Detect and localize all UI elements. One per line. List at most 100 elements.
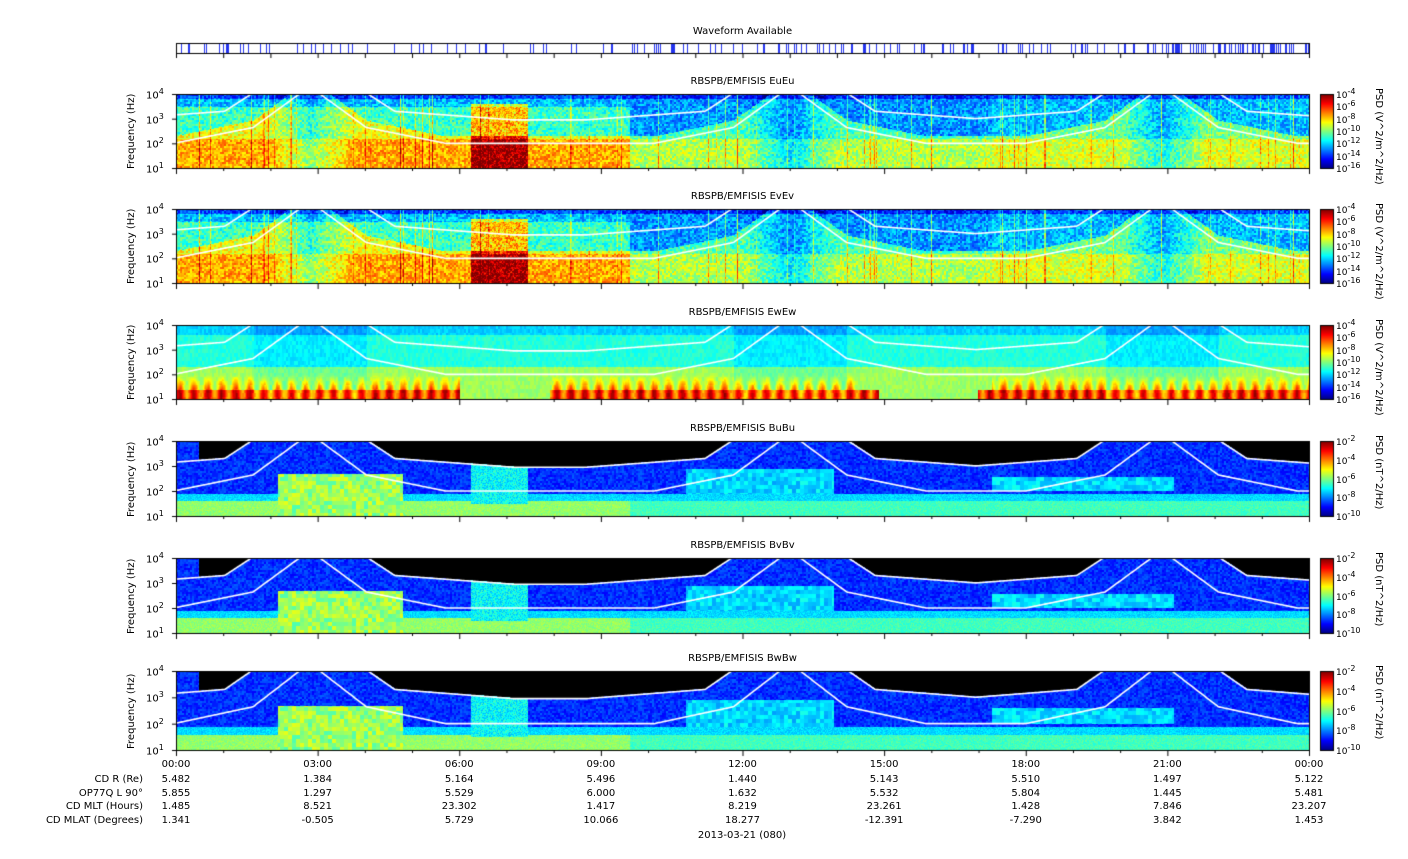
y-tick-base: 10	[146, 90, 159, 102]
y-tick-base: 10	[146, 229, 159, 241]
y-tick-exponent: 4	[158, 318, 164, 327]
colorbar-tick-label: 10-4	[1336, 453, 1355, 467]
y-tick-exponent: 4	[158, 551, 164, 560]
colorbar-tick-label: 10-8	[1336, 607, 1355, 621]
colorbar-tick-label: 10-10	[1336, 124, 1361, 138]
ephemeris-value: 6.000	[586, 787, 616, 799]
colorbar-tick-base: 10	[1336, 611, 1348, 622]
y-tick-base: 10	[146, 321, 159, 333]
y-tick-label: 103	[146, 111, 164, 127]
ephemeris-value: 8.521	[303, 801, 332, 812]
colorbar-tick-exponent: -6	[1347, 99, 1356, 109]
y-tick-base: 10	[146, 370, 159, 382]
colorbar-tick-exponent: -10	[1347, 626, 1361, 635]
y-tick-base: 10	[146, 139, 159, 151]
colorbar-tick-base: 10	[1336, 243, 1348, 253]
colorbar-tick-label: 10-6	[1336, 99, 1355, 113]
colorbar-tick-exponent: -14	[1347, 263, 1361, 273]
ephemeris-value: 8.219	[728, 801, 757, 812]
colorbar-tick-base: 10	[1336, 267, 1348, 278]
colorbar-tick-label: 10-2	[1336, 551, 1355, 565]
y-tick-label: 102	[146, 366, 164, 382]
ephemeris-value: 5.482	[161, 774, 191, 785]
y-tick-label: 103	[146, 575, 164, 591]
colorbar-tick-base: 10	[1336, 494, 1348, 505]
y-tick-label: 103	[146, 342, 164, 358]
colorbar-tick-exponent: -4	[1347, 569, 1356, 579]
colorbar-tick-base: 10	[1336, 359, 1348, 369]
colorbar-tick-label: 10-14	[1336, 264, 1361, 278]
ephemeris-label: CD MLAT (Degrees)	[45, 814, 143, 826]
colorbar-tick-base: 10	[1336, 334, 1348, 345]
colorbar-tick-label: 10-8	[1336, 343, 1355, 357]
colorbar-tick-base: 10	[1336, 573, 1348, 584]
colorbar-tick-exponent: -8	[1347, 342, 1356, 352]
ephemeris-value: 3.842	[1153, 814, 1182, 826]
y-tick-label: 104	[146, 86, 164, 102]
colorbar-tick-exponent: -8	[1347, 723, 1356, 733]
y-tick-base: 10	[146, 254, 159, 266]
colorbar-tick-base: 10	[1336, 707, 1348, 718]
colorbar-tick-exponent: -10	[1347, 743, 1361, 752]
y-axis-label-3: Frequency (Hz)	[126, 324, 137, 400]
y-tick-exponent: 1	[158, 509, 164, 518]
ephemeris-value: 5.855	[161, 787, 191, 799]
colorbar-tick-exponent: -16	[1347, 392, 1361, 401]
colorbar-tick-label: 10-14	[1336, 149, 1361, 163]
colorbar-tick-exponent: -14	[1347, 379, 1361, 389]
colorbar-tick-base: 10	[1336, 513, 1348, 523]
y-axis-label-4: Frequency (Hz)	[126, 441, 137, 517]
colorbar-tick-label: 10-4	[1336, 318, 1355, 332]
colorbar-tick-label: 10-2	[1336, 664, 1355, 678]
ephemeris-value: 1.297	[303, 787, 332, 799]
colorbar-tick-base: 10	[1336, 456, 1348, 467]
y-tick-label: 103	[146, 689, 164, 705]
colorbar-tick-label: 10-12	[1336, 136, 1361, 150]
panel-title-3: RBSPB/EMFISIS EwEw	[688, 307, 797, 318]
colorbar-tick-exponent: -6	[1347, 703, 1356, 713]
colorbar-tick-exponent: -6	[1347, 471, 1356, 481]
y-tick-label: 101	[146, 508, 164, 524]
y-tick-exponent: 2	[158, 716, 164, 726]
colorbar-tick-exponent: -4	[1347, 87, 1356, 96]
y-tick-exponent: 4	[158, 434, 164, 443]
colorbar-tick-base: 10	[1336, 475, 1348, 486]
colorbar-tick-exponent: -8	[1347, 226, 1356, 236]
colorbar-tick-exponent: -14	[1347, 148, 1361, 158]
y-tick-label: 101	[146, 391, 164, 407]
colorbar-tick-label: 10-12	[1336, 251, 1361, 265]
colorbar-tick-label: 10-4	[1336, 87, 1355, 101]
x-tick-label: 06:00	[444, 759, 474, 770]
y-tick-exponent: 2	[158, 136, 164, 146]
ephemeris-value: 1.632	[728, 787, 757, 799]
colorbar-tick-label: 10-2	[1336, 434, 1355, 448]
y-tick-exponent: 2	[158, 367, 164, 377]
y-tick-base: 10	[146, 487, 159, 499]
colorbar-tick-exponent: -6	[1347, 588, 1356, 598]
y-tick-label: 101	[146, 625, 164, 641]
y-tick-base: 10	[146, 554, 159, 566]
colorbar-tick-base: 10	[1336, 371, 1348, 382]
ephemeris-label: CD R (Re)	[94, 774, 143, 785]
colorbar-tick-label: 10-4	[1336, 684, 1355, 698]
y-tick-exponent: 3	[158, 690, 164, 700]
y-tick-label: 101	[146, 275, 164, 291]
y-tick-exponent: 3	[158, 111, 164, 121]
colorbar-tick-exponent: -10	[1347, 239, 1361, 248]
x-tick-label: 00:00	[161, 759, 191, 770]
ephemeris-value: 1.384	[303, 774, 332, 785]
colorbar-tick-label: 10-8	[1336, 490, 1355, 504]
y-tick-exponent: 3	[158, 342, 164, 352]
colorbar-tick-exponent: -8	[1347, 490, 1356, 500]
ephemeris-value: 1.485	[161, 801, 191, 812]
ephemeris-value: 10.066	[583, 814, 619, 826]
y-tick-label: 103	[146, 458, 164, 474]
y-tick-label: 104	[146, 550, 164, 566]
colorbar-tick-base: 10	[1336, 687, 1348, 698]
colorbar-tick-label: 10-6	[1336, 589, 1355, 603]
y-tick-exponent: 2	[158, 251, 164, 261]
colorbar-tick-label: 10-16	[1336, 392, 1361, 406]
colorbar-tick-base: 10	[1336, 346, 1348, 357]
x-tick-label: 15:00	[869, 759, 899, 770]
ephemeris-value: 18.277	[725, 814, 760, 826]
